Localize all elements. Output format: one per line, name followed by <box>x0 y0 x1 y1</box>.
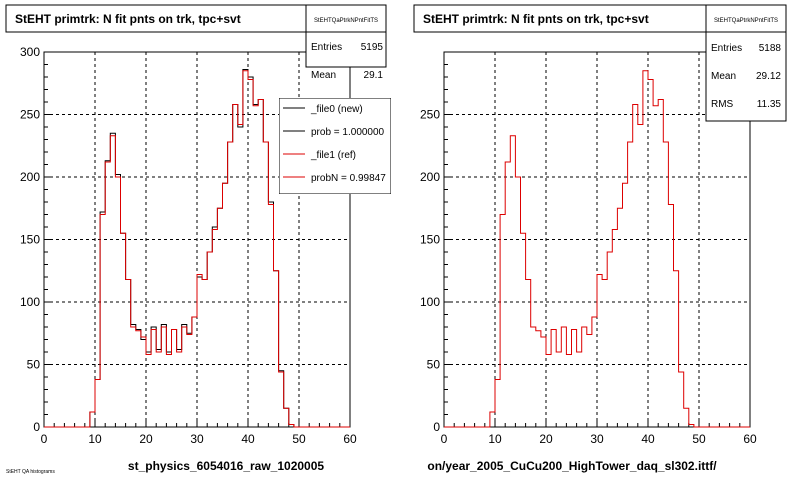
title-left: StEHT primtrk: N fit pnts on trk, tpc+sv… <box>15 12 241 26</box>
title-right: StEHT primtrk: N fit pnts on trk, tpc+sv… <box>423 12 649 26</box>
panel-left: StEHT primtrk: N fit pnts on trk, tpc+sv… <box>5 4 387 473</box>
legend-entry: _file1 (ref) <box>310 150 356 161</box>
plot-frame-right: 0 10 20 30 40 50 60 0 50 100 150 200 250 <box>420 51 757 446</box>
stats-mean-label-left: Mean <box>311 70 336 81</box>
x-tick-label: 30 <box>590 432 604 446</box>
y-tick-label: 100 <box>420 295 440 309</box>
legend-entry: prob = 1.000000 <box>311 127 385 138</box>
x-tick-label: 30 <box>190 432 204 446</box>
legend-left: _file0 (new) prob = 1.000000 _file1 (ref) p… <box>279 98 391 194</box>
stats-entries-value-right: 5188 <box>759 43 782 54</box>
y-tick-label: 300 <box>20 45 40 59</box>
y-tick-label: 50 <box>427 358 441 372</box>
footer-text: StEHT QA histograms <box>6 469 55 475</box>
y-tick-label: 150 <box>420 233 440 247</box>
y-tick-label: 250 <box>20 108 40 122</box>
y-tick-label: 0 <box>33 420 40 434</box>
stats-name-right: StEHTQaPtrkNPntFitTS <box>714 18 778 24</box>
x-tick-label: 10 <box>88 432 102 446</box>
x-tick-label: 0 <box>441 432 448 446</box>
title-box-right <box>413 4 715 33</box>
panel-right: StEHT primtrk: N fit pnts on trk, tpc+sv… <box>413 4 787 473</box>
y-tick-label: 200 <box>420 170 440 184</box>
x-tick-label: 40 <box>641 432 655 446</box>
stats-entries-value-left: 5195 <box>361 42 384 53</box>
stats-mean-value-left: 29.1 <box>364 70 384 81</box>
stats-box-right <box>705 4 787 122</box>
stats-rms-label-right: RMS <box>711 99 734 110</box>
title-box-left <box>5 4 307 33</box>
x-tick-label: 10 <box>488 432 502 446</box>
x-tick-label: 60 <box>343 432 357 446</box>
legend-entry: probN = 0.99847 <box>311 173 386 184</box>
histogram-series-left-1 <box>44 70 350 428</box>
stats-rms-value-right: 11.35 <box>757 99 782 110</box>
y-tick-label: 100 <box>20 295 40 309</box>
y-tick-label: 0 <box>433 420 440 434</box>
x-tick-label: 40 <box>241 432 255 446</box>
y-tick-label: 200 <box>20 170 40 184</box>
x-axis-label-left: st_physics_6054016_raw_1020005 <box>128 459 324 473</box>
x-tick-label: 50 <box>692 432 706 446</box>
x-axis-label-right: on/year_2005_CuCu200_HighTower_daq_sl302… <box>427 459 717 473</box>
stats-name-left: StEHTQaPtrkNPntFitTS <box>314 18 378 24</box>
y-tick-label: 50 <box>27 358 41 372</box>
x-tick-label: 50 <box>292 432 306 446</box>
stats-entries-label-right: Entries <box>711 43 742 54</box>
legend-box <box>279 98 391 194</box>
stats-mean-label-right: Mean <box>711 71 736 82</box>
stats-box-left <box>305 4 387 68</box>
x-tick-label: 20 <box>539 432 553 446</box>
y-tick-label: 250 <box>420 108 440 122</box>
x-tick-label: 20 <box>139 432 153 446</box>
x-tick-label: 60 <box>743 432 757 446</box>
histogram-series-right-0 <box>444 70 750 428</box>
x-tick-label: 0 <box>41 432 48 446</box>
stats-entries-label-left: Entries <box>311 42 342 53</box>
legend-entry: _file0 (new) <box>310 104 363 115</box>
y-tick-label: 150 <box>20 233 40 247</box>
stats-mean-value-right: 29.12 <box>756 71 781 82</box>
